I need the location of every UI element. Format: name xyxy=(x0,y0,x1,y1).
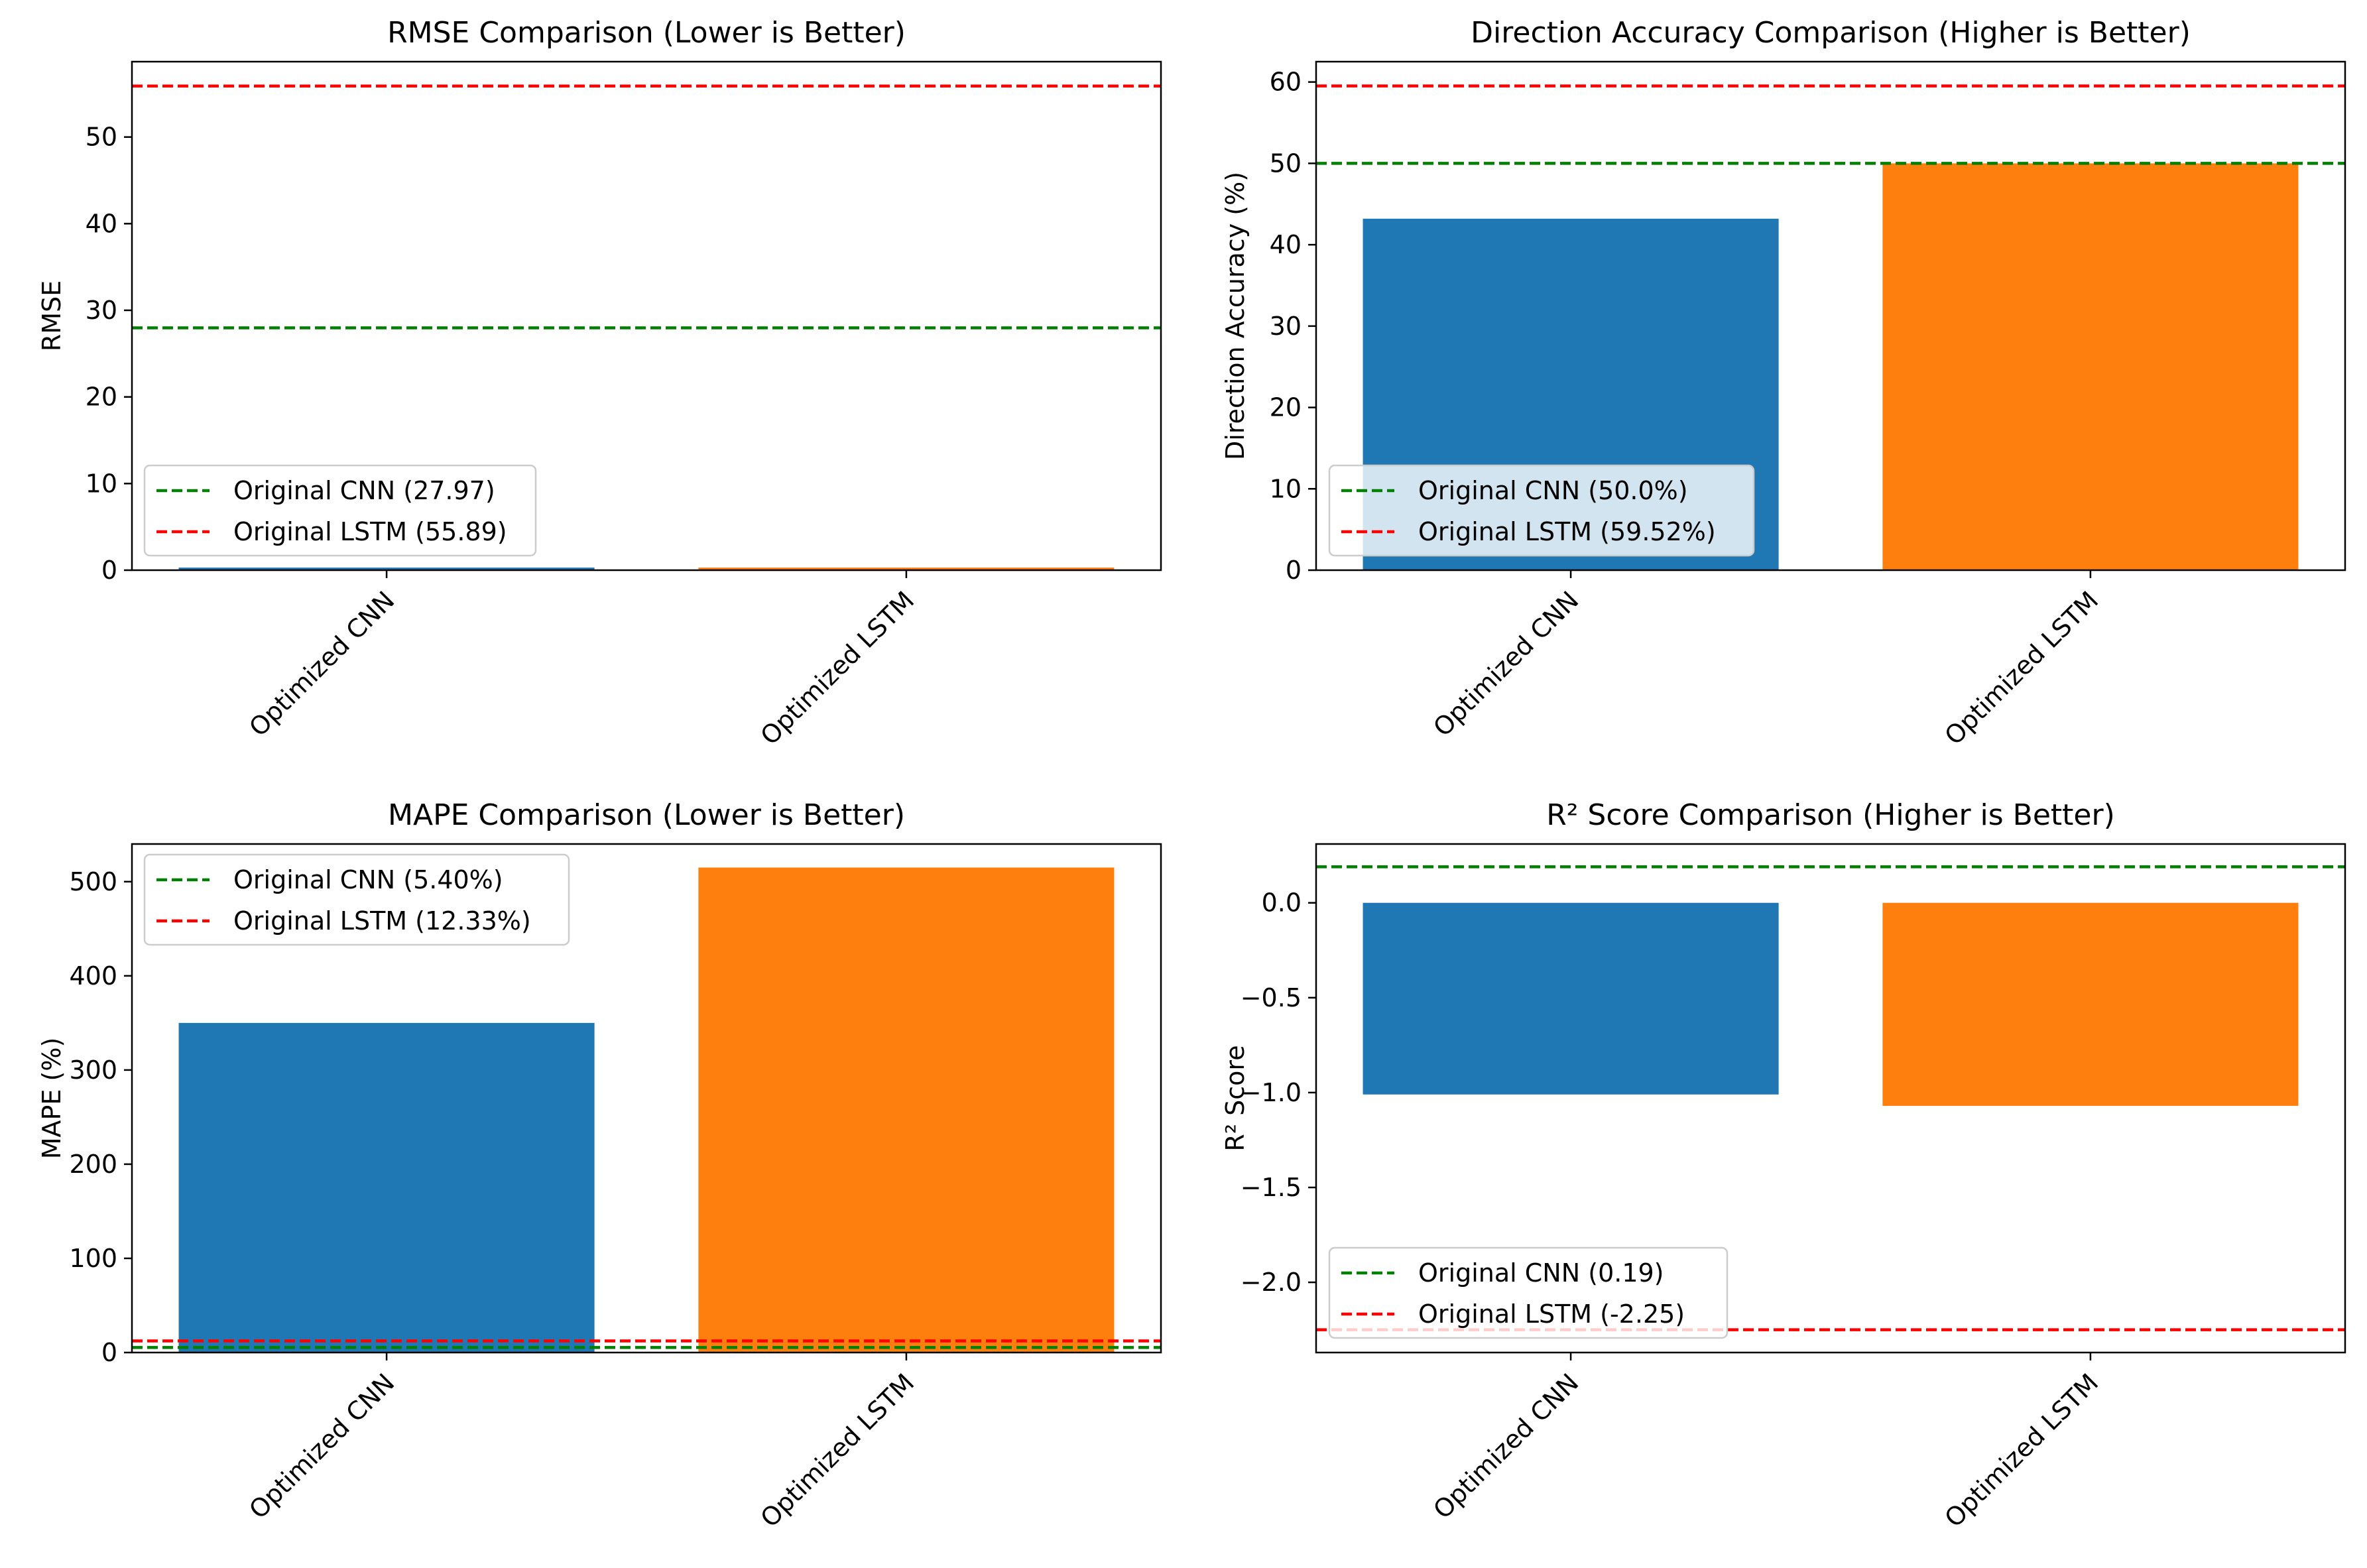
legend-label: Original LSTM (12.33%) xyxy=(233,906,531,935)
legend-box xyxy=(1328,1246,1729,1339)
bar-optimized-lstm xyxy=(698,867,1115,1353)
y-tick-label: −0.5 xyxy=(1241,983,1302,1012)
y-tick-label: 200 xyxy=(69,1150,117,1179)
legend: Original CNN (0.19) Original LSTM (-2.25) xyxy=(1328,1246,1729,1339)
axes-frame xyxy=(1315,60,2346,572)
y-tick-label: 10 xyxy=(86,469,117,498)
legend-label: Original CNN (5.40%) xyxy=(233,865,503,894)
subplot-title: R² Score Comparison (Higher is Better) xyxy=(1546,798,2115,832)
legend: Original CNN (50.0%) Original LSTM (59.52… xyxy=(1328,464,1755,557)
y-tick-label: 60 xyxy=(1270,68,1302,97)
y-tick-label: 400 xyxy=(69,961,117,991)
y-tick-label: 500 xyxy=(69,867,117,896)
subplot-1: 0 10 20 30 40 50 Optimized CNN Optimized LSTM RM… xyxy=(37,16,1162,751)
axes-frame xyxy=(131,60,1162,572)
y-tick-label: 0 xyxy=(1286,556,1302,585)
x-tick-label: Optimized LSTM xyxy=(1939,1368,2104,1533)
y-tick-label: 50 xyxy=(1270,149,1302,178)
legend-label: Original CNN (27.97) xyxy=(233,476,495,505)
y-tick-label: −2.0 xyxy=(1241,1268,1302,1297)
y-tick-label: 100 xyxy=(69,1244,117,1273)
bar-optimized-lstm xyxy=(698,568,1115,570)
bar-optimized-lstm xyxy=(1882,163,2299,570)
subplot-4: 0.0 −0.5 −1.0 −1.5 −2.0 Optimized CNN Optimize… xyxy=(1221,798,2346,1533)
axes-frame xyxy=(131,843,1162,1354)
subplot-title: Direction Accuracy Comparison (Higher is… xyxy=(1471,16,2191,50)
y-tick-label: 0 xyxy=(101,556,117,585)
legend: Original CNN (5.40%) Original LSTM (12.33… xyxy=(143,853,570,946)
legend-label: Original LSTM (59.52%) xyxy=(1418,517,1716,546)
legend-label: Original LSTM (-2.25) xyxy=(1418,1299,1685,1329)
x-tick-label: Optimized LSTM xyxy=(1939,585,2104,751)
y-tick-label: 40 xyxy=(1270,230,1302,259)
subplot-3: 0 100 200 300 400 500 Optimized CNN Optimized L… xyxy=(37,798,1162,1533)
y-tick-label: 10 xyxy=(1270,474,1302,503)
y-tick-label: −1.0 xyxy=(1241,1078,1302,1107)
legend: Original CNN (27.97) Original LSTM (55.89… xyxy=(143,464,537,557)
legend-label: Original CNN (50.0%) xyxy=(1418,476,1688,505)
x-tick-label: Optimized CNN xyxy=(243,1368,400,1524)
subplot-2: 0 10 20 30 40 50 60 Optimized CNN Optimized LSTM… xyxy=(1221,16,2346,751)
legend-box xyxy=(1328,464,1755,557)
x-tick-label: Optimized LSTM xyxy=(755,1368,920,1533)
y-axis-label: R² Score xyxy=(1221,1045,1250,1151)
legend-label: Original CNN (0.19) xyxy=(1418,1258,1664,1288)
bar-optimized-cnn xyxy=(1363,902,1779,1095)
x-tick-label: Optimized CNN xyxy=(1427,1368,1584,1524)
y-tick-label: 20 xyxy=(86,383,117,412)
y-tick-label: 40 xyxy=(86,209,117,238)
y-tick-label: −1.5 xyxy=(1241,1173,1302,1202)
legend-box xyxy=(143,464,537,557)
bar-optimized-lstm xyxy=(1882,902,2299,1106)
x-tick-label: Optimized LSTM xyxy=(755,585,920,751)
subplot-title: MAPE Comparison (Lower is Better) xyxy=(388,798,905,832)
x-tick-label: Optimized CNN xyxy=(243,585,400,742)
y-tick-label: 20 xyxy=(1270,393,1302,422)
y-axis-label: MAPE (%) xyxy=(37,1038,66,1160)
y-tick-label: 0 xyxy=(101,1338,117,1367)
y-axis-label: Direction Accuracy (%) xyxy=(1221,172,1250,460)
x-tick-label: Optimized CNN xyxy=(1427,585,1584,742)
subplot-title: RMSE Comparison (Lower is Better) xyxy=(387,16,906,50)
y-tick-label: 300 xyxy=(69,1055,117,1085)
y-tick-label: 30 xyxy=(1270,312,1302,341)
bar-optimized-cnn xyxy=(178,568,595,570)
y-axis-label: RMSE xyxy=(37,280,66,351)
legend-label: Original LSTM (55.89) xyxy=(233,517,507,546)
y-tick-label: 50 xyxy=(86,123,117,152)
y-tick-label: 30 xyxy=(86,296,117,325)
y-tick-label: 0.0 xyxy=(1262,888,1302,918)
bar-optimized-cnn xyxy=(178,1022,595,1353)
axes-frame xyxy=(1315,843,2346,1354)
legend-box xyxy=(143,853,570,946)
